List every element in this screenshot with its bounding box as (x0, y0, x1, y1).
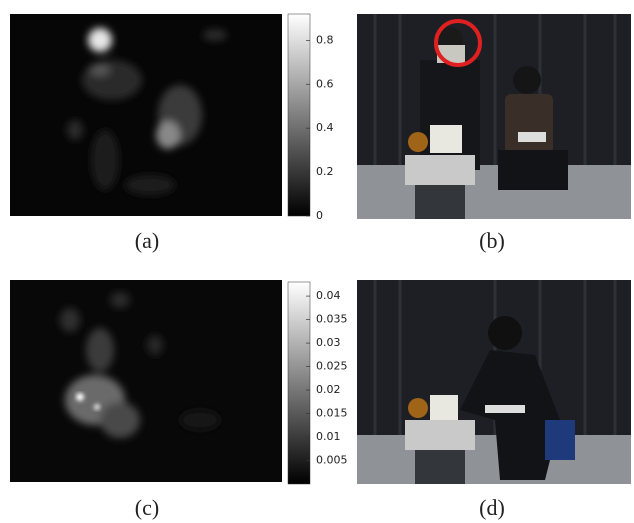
colorbar (288, 282, 310, 484)
heatmap-a (10, 14, 282, 216)
colorbar (288, 14, 310, 216)
caption: (d) (479, 495, 505, 520)
tick-label: 0.03 (316, 336, 341, 349)
tick-label: 0.01 (316, 430, 341, 443)
caption: (c) (135, 495, 159, 520)
tick-label: 0.035 (316, 313, 348, 326)
tick-label: 0.4 (316, 121, 334, 134)
tick-label: 0.04 (316, 289, 341, 302)
caption: (b) (479, 228, 505, 253)
photo-b (357, 14, 631, 219)
tick-label: 0.025 (316, 360, 348, 373)
tick-label: 0.6 (316, 77, 334, 90)
figure: (a) (b) (c) (d) 0 0.2 0.4 0.6 0.8 0.005 0.01 0.… (0, 0, 634, 523)
heatmap-c (10, 280, 282, 482)
tick-label: 0 (316, 209, 323, 222)
tick-label: 0.8 (316, 33, 334, 46)
photo-d (357, 280, 631, 484)
caption: (a) (135, 228, 159, 253)
tick-label: 0.005 (316, 454, 348, 467)
tick-label: 0.015 (316, 407, 348, 420)
tick-label: 0.2 (316, 165, 334, 178)
tick-label: 0.02 (316, 383, 341, 396)
